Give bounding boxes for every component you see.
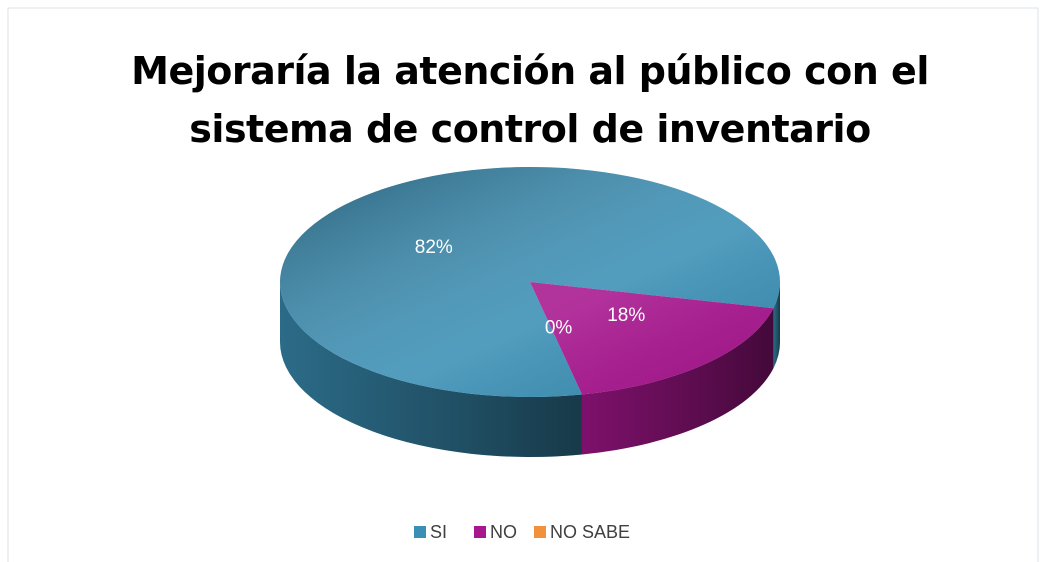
data-label: 0%: [545, 317, 573, 338]
legend-label: NO SABE: [550, 522, 630, 542]
legend-swatch: [414, 526, 426, 538]
legend-swatch: [474, 526, 486, 538]
chart-title: Mejoraría la atención al público con el …: [131, 49, 929, 151]
pie-wall-shade: [280, 282, 582, 457]
chart-border: [7, 7, 1039, 562]
data-label: 18%: [607, 305, 645, 326]
legend-label: SI: [430, 522, 447, 542]
data-label: 82%: [415, 237, 453, 258]
legend-label: NO: [490, 522, 517, 542]
legend-swatch: [534, 526, 546, 538]
